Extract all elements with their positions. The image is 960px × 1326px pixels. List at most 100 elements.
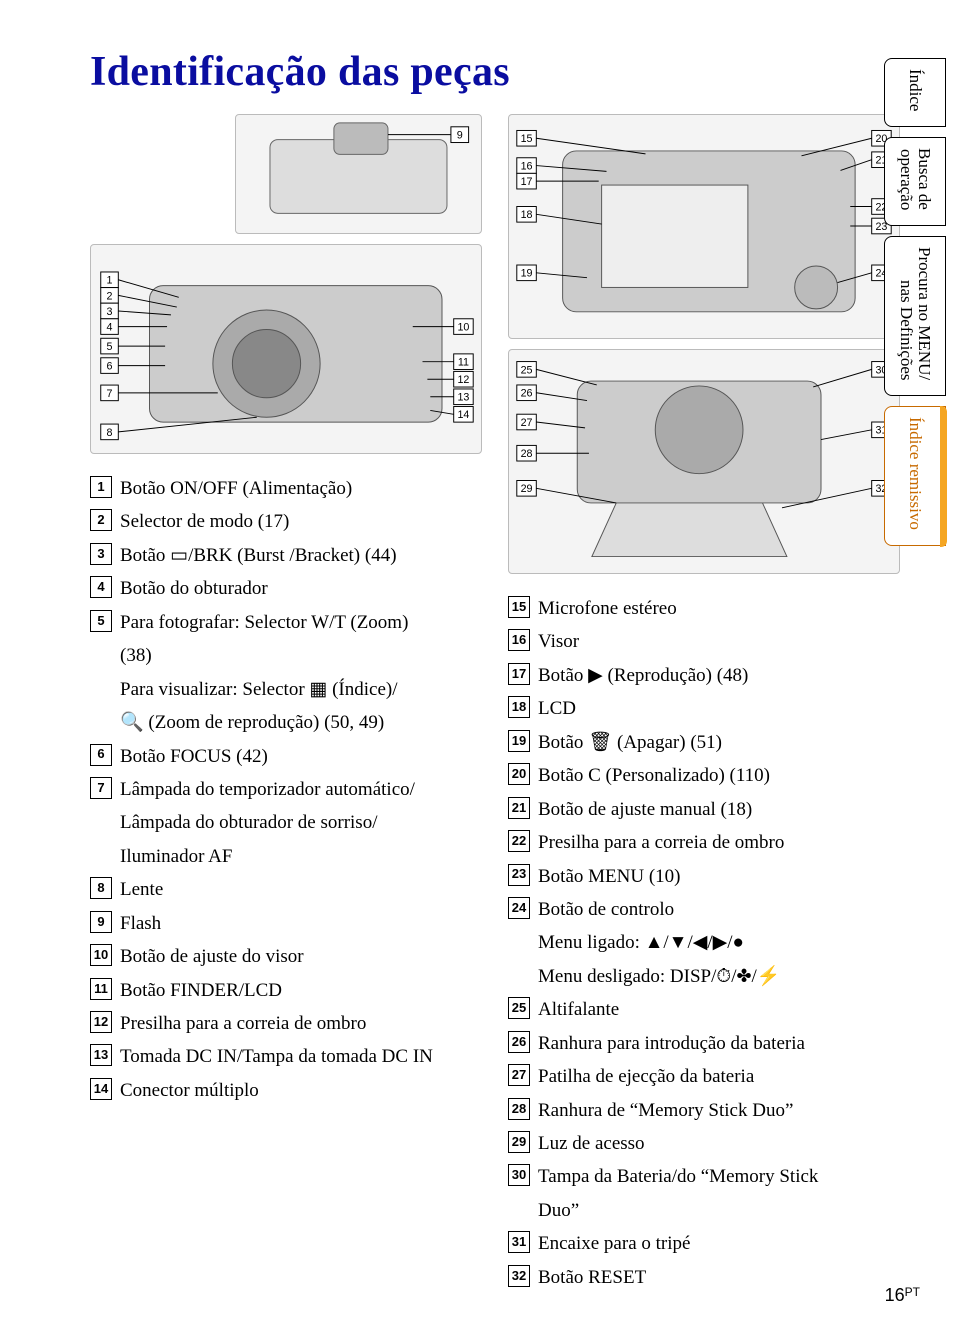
svg-text:3: 3 xyxy=(107,306,113,318)
svg-text:10: 10 xyxy=(457,321,469,333)
list-item: 28 Ranhura de “Memory Stick Duo” xyxy=(508,1096,900,1125)
list-item: 8Lente xyxy=(90,875,482,904)
svg-text:4: 4 xyxy=(107,321,113,333)
item-text: Microfone estéreo xyxy=(538,594,900,623)
number-box: 30 xyxy=(508,1164,530,1186)
side-tab[interactable]: Índice remissivo xyxy=(884,406,946,546)
list-item: 30Tampa da Bateria/do “Memory Stick xyxy=(508,1162,900,1191)
list-item-cont: 🔍 (Zoom de reprodução) (50, 49) xyxy=(90,708,482,737)
list-item: 3Botão ▭/BRK (Burst /Bracket) (44) xyxy=(90,541,482,570)
list-item: 26Ranhura para introdução da bateria xyxy=(508,1029,900,1058)
number-box: 7 xyxy=(90,777,112,799)
number-box: 11 xyxy=(90,978,112,1000)
list-item: 16Visor xyxy=(508,627,900,656)
number-box: 20 xyxy=(508,763,530,785)
list-item: 23Botão MENU (10) xyxy=(508,862,900,891)
right-column: 15 16 17 18 19 20 21 22 23 24 xyxy=(508,114,900,1296)
page-title: Identificação das peças xyxy=(90,48,900,96)
list-item: 18 LCD xyxy=(508,694,900,723)
svg-text:16: 16 xyxy=(521,160,533,172)
list-item: 1Botão ON/OFF (Alimentação) xyxy=(90,474,482,503)
item-text: Botão ON/OFF (Alimentação) xyxy=(120,474,482,503)
list-item: 12Presilha para a correia de ombro xyxy=(90,1009,482,1038)
item-text: Luz de acesso xyxy=(538,1129,900,1158)
item-text: Botão FOCUS (42) xyxy=(120,742,482,771)
list-item: 22 Presilha para a correia de ombro xyxy=(508,828,900,857)
side-tab[interactable]: operaçãoBusca de xyxy=(884,137,946,226)
side-tab[interactable]: nas DefiniçõesProcura no MENU/ xyxy=(884,236,946,396)
item-text: Botão MENU (10) xyxy=(538,862,900,891)
item-text: Ranhura para introdução da bateria xyxy=(538,1029,900,1058)
svg-text:25: 25 xyxy=(521,364,533,376)
number-box: 18 xyxy=(508,696,530,718)
number-box: 15 xyxy=(508,596,530,618)
list-item-cont: Iluminador AF xyxy=(90,842,482,871)
item-text: Botão ▶ (Reprodução) (48) xyxy=(538,661,900,690)
svg-text:2: 2 xyxy=(107,290,113,302)
svg-text:28: 28 xyxy=(521,448,533,460)
svg-text:29: 29 xyxy=(521,483,533,495)
item-text: Lente xyxy=(120,875,482,904)
svg-text:6: 6 xyxy=(107,360,113,372)
list-item: 13 Tomada DC IN/Tampa da tomada DC IN xyxy=(90,1042,482,1071)
item-text: Botão 🗑 (Apagar) (51) xyxy=(538,728,900,757)
list-item: 32Botão RESET xyxy=(508,1263,900,1292)
item-text: Ranhura de “Memory Stick Duo” xyxy=(538,1096,900,1125)
item-text: Botão de ajuste do visor xyxy=(120,942,482,971)
item-text: Patilha de ejecção da bateria xyxy=(538,1062,900,1091)
number-box: 25 xyxy=(508,997,530,1019)
diagram-bottom: 25 26 27 28 29 30 31 32 xyxy=(508,349,900,574)
item-text: Tomada DC IN/Tampa da tomada DC IN xyxy=(120,1042,482,1071)
item-text: Altifalante xyxy=(538,995,900,1024)
item-text: Encaixe para o tripé xyxy=(538,1229,900,1258)
item-text: Presilha para a correia de ombro xyxy=(120,1009,482,1038)
left-column: 9 1 2 3 4 5 xyxy=(90,114,482,1296)
item-text: Selector de modo (17) xyxy=(120,507,482,536)
list-item: 14Conector múltiplo xyxy=(90,1076,482,1105)
number-box: 27 xyxy=(508,1064,530,1086)
svg-text:18: 18 xyxy=(521,209,533,221)
item-text: LCD xyxy=(538,694,900,723)
item-text: Botão do obturador xyxy=(120,574,482,603)
list-item: 21Botão de ajuste manual (18) xyxy=(508,795,900,824)
number-box: 13 xyxy=(90,1044,112,1066)
svg-text:26: 26 xyxy=(521,388,533,400)
item-text: Botão C (Personalizado) (110) xyxy=(538,761,900,790)
svg-text:1: 1 xyxy=(107,275,113,287)
item-text: Para fotografar: Selector W/T (Zoom) xyxy=(120,608,482,637)
item-text: Visor xyxy=(538,627,900,656)
svg-text:27: 27 xyxy=(521,417,533,429)
number-box: 28 xyxy=(508,1098,530,1120)
number-box: 22 xyxy=(508,830,530,852)
list-item-cont: Menu desligado: DISP/⏱/✤/⚡ xyxy=(508,962,900,991)
side-tab[interactable]: Índice xyxy=(884,58,946,127)
item-text: Flash xyxy=(120,909,482,938)
page-number: 16PT xyxy=(885,1285,920,1306)
svg-text:12: 12 xyxy=(457,374,469,386)
item-text: Botão RESET xyxy=(538,1263,900,1292)
number-box: 19 xyxy=(508,730,530,752)
list-item: 29 Luz de acesso xyxy=(508,1129,900,1158)
svg-text:11: 11 xyxy=(458,357,469,369)
diagram-back: 15 16 17 18 19 20 21 22 23 24 xyxy=(508,114,900,339)
list-item: 25 Altifalante xyxy=(508,995,900,1024)
item-text: Botão ▭/BRK (Burst /Bracket) (44) xyxy=(120,541,482,570)
list-item: 20 Botão C (Personalizado) (110) xyxy=(508,761,900,790)
svg-text:9: 9 xyxy=(457,130,463,142)
list-item: 10Botão de ajuste do visor xyxy=(90,942,482,971)
list-item: 19 Botão 🗑 (Apagar) (51) xyxy=(508,728,900,757)
svg-text:17: 17 xyxy=(521,176,533,188)
side-tabs: Índice operaçãoBusca de nas DefiniçõesProc… xyxy=(884,58,946,546)
svg-text:14: 14 xyxy=(457,409,469,421)
item-text: Presilha para a correia de ombro xyxy=(538,828,900,857)
list-item-cont: Duo” xyxy=(508,1196,900,1225)
diagram-top: 1 2 3 4 5 6 7 8 10 11 xyxy=(90,244,482,454)
list-item: 9 Flash xyxy=(90,909,482,938)
number-box: 9 xyxy=(90,911,112,933)
list-item: 31Encaixe para o tripé xyxy=(508,1229,900,1258)
list-item: 2Selector de modo (17) xyxy=(90,507,482,536)
right-list: 15Microfone estéreo16Visor17Botão ▶ (Rep… xyxy=(508,594,900,1292)
number-box: 29 xyxy=(508,1131,530,1153)
list-item: 15 Microfone estéreo xyxy=(508,594,900,623)
svg-text:5: 5 xyxy=(107,341,113,353)
